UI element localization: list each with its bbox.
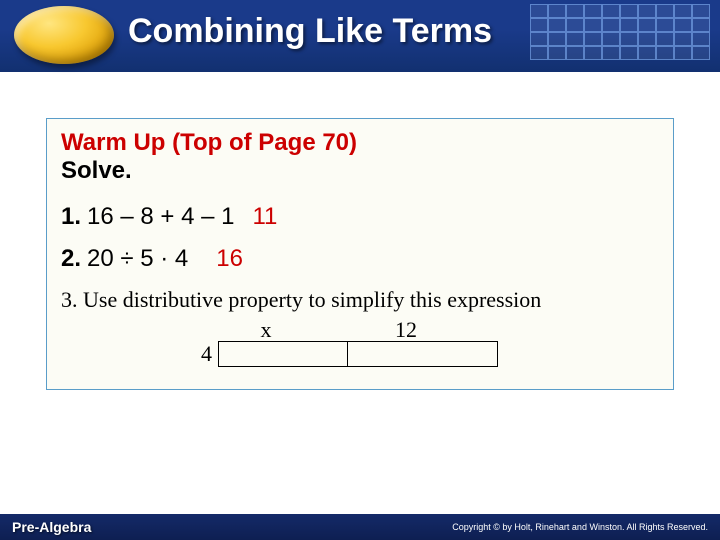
diagram-label-12: 12 xyxy=(331,317,481,343)
problem-2: 2. 20 ÷ 5 · 4 16 xyxy=(61,245,659,273)
diagram-cell-right xyxy=(348,341,498,367)
problem-1-answer: 11 xyxy=(252,203,277,231)
content-box: Warm Up (Top of Page 70) Solve. 1. 16 – … xyxy=(46,118,674,390)
slide-footer: Pre-Algebra Copyright © by Holt, Rinehar… xyxy=(0,514,720,540)
diagram-row: 4 xyxy=(201,341,659,367)
diagram-label-x: x xyxy=(201,317,331,343)
slide-header: Combining Like Terms xyxy=(0,0,720,72)
badge-oval xyxy=(14,6,114,64)
problem-2-number: 2. xyxy=(61,245,81,273)
problem-3-text: 3. Use distributive property to simplify… xyxy=(61,287,659,313)
problem-1-number: 1. xyxy=(61,203,81,231)
diagram-label-4: 4 xyxy=(201,341,212,367)
warmup-title: Warm Up (Top of Page 70) xyxy=(61,129,659,157)
problem-2-answer: 16 xyxy=(216,245,243,273)
distributive-diagram: x 12 4 xyxy=(201,317,659,375)
problem-1-expression: 16 – 8 + 4 – 1 xyxy=(87,203,234,231)
footer-course-name: Pre-Algebra xyxy=(12,519,91,535)
diagram-cell-left xyxy=(218,341,348,367)
solve-label: Solve. xyxy=(61,157,659,185)
problem-2-expression: 20 ÷ 5 · 4 xyxy=(87,245,188,273)
slide-title: Combining Like Terms xyxy=(128,12,492,51)
diagram-top-labels: x 12 xyxy=(201,317,659,343)
footer-copyright: Copyright © by Holt, Rinehart and Winsto… xyxy=(452,522,708,532)
problem-1: 1. 16 – 8 + 4 – 1 11 xyxy=(61,203,659,231)
header-grid-decoration xyxy=(530,4,720,66)
